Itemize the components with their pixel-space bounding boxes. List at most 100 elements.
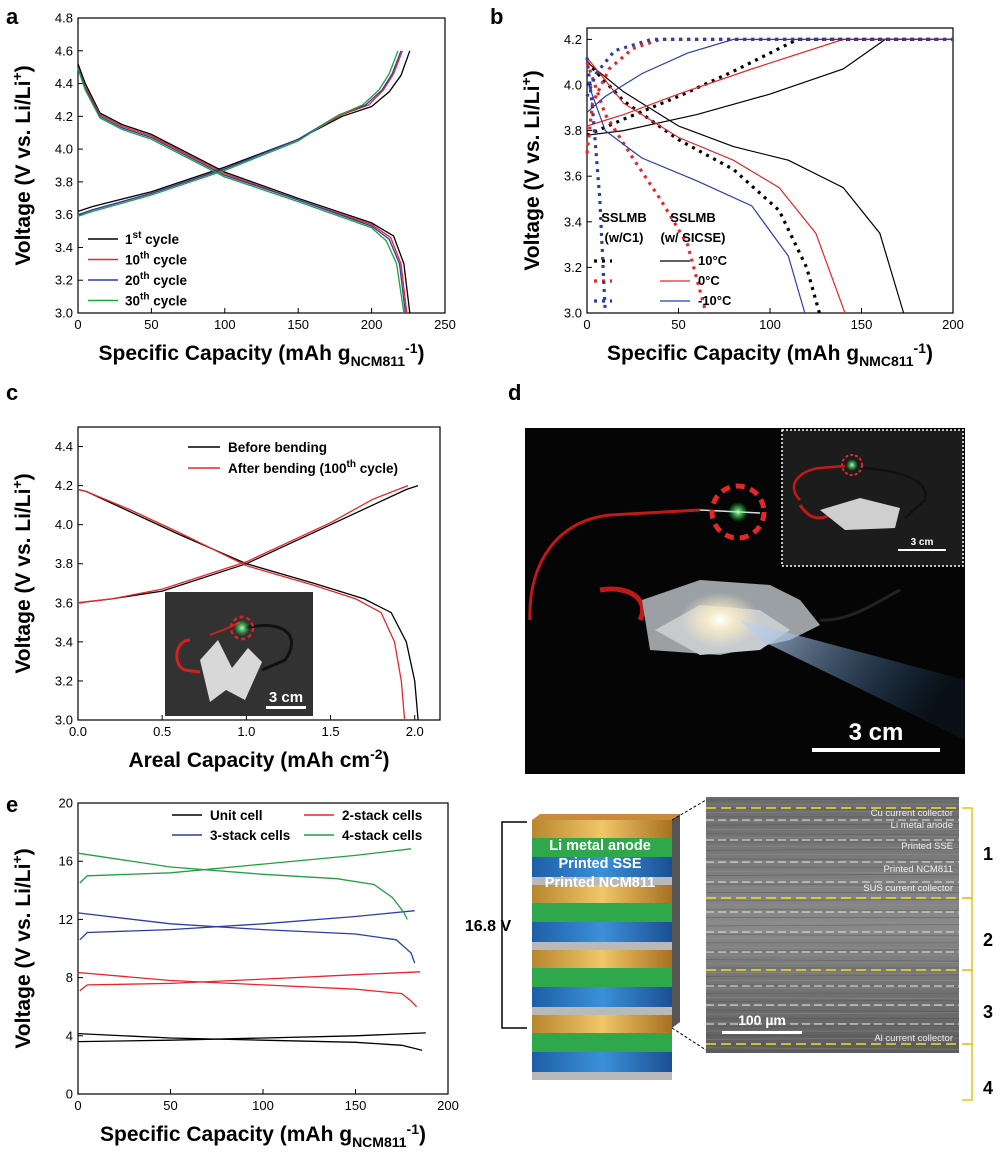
series-line-solid-discharge — [586, 61, 905, 314]
chart-c: 0.0 0.5 1.0 1.5 2.0 3.0 3.2 3.4 3.6 3.8 4.0 4.2 4.4 A… — [9, 426, 441, 772]
y-tick-label: 4.6 — [55, 43, 73, 58]
y-tick-label: 3.6 — [564, 169, 582, 184]
sem-texture-line — [705, 1012, 960, 1015]
stack-layer — [532, 987, 672, 1007]
legend-entry: 3-stack cells — [210, 828, 290, 843]
sem-texture-line — [705, 921, 960, 924]
x-tick-label: 150 — [287, 317, 309, 332]
y-tick-label: 3.2 — [564, 260, 582, 275]
sem-label-al: Al current collector — [874, 1033, 953, 1044]
y-tick-label: 3.6 — [55, 595, 73, 610]
series-line-charge — [79, 848, 412, 884]
y-axis-label: Voltage (V vs. Li/Li+) — [9, 65, 35, 265]
series-line-discharge — [77, 912, 416, 964]
stack-layer — [532, 1052, 672, 1072]
x-tick-label: 0 — [583, 317, 590, 332]
y-tick-label: 4.8 — [55, 11, 73, 26]
chart-a: 0 50 100 150 200 250 3.0 3.2 3.4 3.6 3.8 4.0 4.2 4.4 4… — [9, 11, 456, 370]
sem-texture-line — [705, 987, 960, 990]
series-line-discharge — [77, 488, 406, 721]
x-tick-label: 200 — [942, 317, 964, 332]
series-line-charge — [77, 50, 402, 216]
x-tick-label: 1.0 — [237, 724, 255, 739]
x-tick-label: 0.5 — [153, 724, 171, 739]
panel-label-e: e — [6, 792, 18, 817]
sem-texture-line — [705, 848, 960, 851]
series-line-dotted-charge — [585, 37, 953, 97]
sem-texture-line — [705, 908, 960, 912]
x-tick-label: 100 — [252, 1098, 274, 1113]
sem-texture-line — [705, 1037, 960, 1040]
panel-label-b: b — [490, 4, 503, 29]
photo-d: 3 cm 3 cm — [525, 428, 965, 774]
y-tick-label: 3.4 — [564, 214, 582, 229]
series-line-discharge — [77, 66, 408, 314]
y-tick-label: 3.8 — [55, 174, 73, 189]
sem-texture-line — [705, 924, 960, 927]
y-tick-label: 4.0 — [564, 78, 582, 93]
series-line-charge — [77, 50, 411, 213]
sem-label-ncm: Printed NCM811 — [883, 864, 953, 875]
series-line-solid-discharge — [586, 80, 806, 314]
sem-texture-line — [705, 820, 960, 823]
sem-texture-line — [705, 961, 960, 965]
layer-label-anode: Li metal anode — [549, 838, 651, 854]
sem-texture-line — [705, 1047, 960, 1050]
plot-frame-a — [77, 17, 446, 314]
stack-layer — [532, 942, 672, 950]
series-line-discharge — [77, 488, 419, 721]
plot-frame-e — [77, 802, 449, 1095]
series-line-charge — [77, 50, 404, 216]
stack-layer — [532, 820, 672, 838]
sem-texture-line — [705, 898, 960, 902]
y-tick-label: 4.2 — [55, 478, 73, 493]
y-tick-label: 4.0 — [55, 517, 73, 532]
stack-layer — [532, 857, 672, 877]
sem-texture-line — [705, 858, 960, 861]
stack-layer — [532, 903, 672, 922]
y-tick-label: 0 — [66, 1087, 73, 1102]
series-line-discharge — [77, 971, 418, 1008]
y-tick-label: 3.2 — [55, 673, 73, 688]
stack-layer — [532, 1015, 672, 1033]
series-line-solid-charge — [586, 38, 953, 113]
series-line-charge — [77, 50, 399, 217]
x-tick-label: 150 — [345, 1098, 367, 1113]
sem-texture-line — [705, 835, 960, 839]
sem-label-li: Li metal anode — [891, 820, 953, 831]
sem-texture-line — [705, 886, 960, 889]
sem-texture-line — [705, 871, 960, 874]
chart-b: 0 50 100 150 200 3.0 3.2 3.4 3.6 3.8 4.0 4.2 Specifi… — [518, 27, 964, 369]
legend-entry: -10°C — [698, 293, 732, 308]
series-line-solid-discharge — [586, 57, 846, 314]
legend-entry: 1st cycle — [125, 230, 179, 247]
sem-label-cu: Cu current collector — [871, 808, 953, 819]
photo-d-scale-label: 3 cm — [849, 719, 904, 746]
block-top-face — [532, 814, 680, 820]
x-tick-label: 250 — [434, 317, 456, 332]
series-line-charge — [77, 484, 409, 604]
y-tick-label: 4.2 — [564, 32, 582, 47]
x-tick-label: 0 — [74, 1098, 81, 1113]
legend-entry: After bending (100th cycle) — [228, 459, 398, 476]
series-line-discharge — [77, 63, 411, 314]
series-line-charge — [79, 971, 421, 992]
y-tick-label: 3.6 — [55, 207, 73, 222]
sem-texture-line — [705, 1034, 960, 1038]
sem-texture-line — [705, 971, 960, 975]
sem-scale: 100 µm — [738, 1012, 786, 1028]
y-tick-label: 20 — [59, 796, 73, 811]
series-line-dotted-discharge — [585, 57, 607, 314]
y-tick-label: 3.8 — [564, 123, 582, 138]
y-tick-label: 3.0 — [55, 713, 73, 728]
y-tick-label: 4.4 — [55, 76, 73, 91]
legend-entry: 0°C — [698, 273, 720, 288]
panel-label-d: d — [508, 380, 521, 405]
stack-number-4: 4 — [983, 1078, 993, 1098]
series-line-discharge — [77, 66, 407, 314]
stack-bracket — [962, 969, 973, 1045]
layer-label-ncm811: Printed NCM811 — [545, 875, 655, 891]
y-tick-label: 8 — [66, 970, 73, 985]
stack-voltage: 16.8 V — [465, 918, 512, 935]
